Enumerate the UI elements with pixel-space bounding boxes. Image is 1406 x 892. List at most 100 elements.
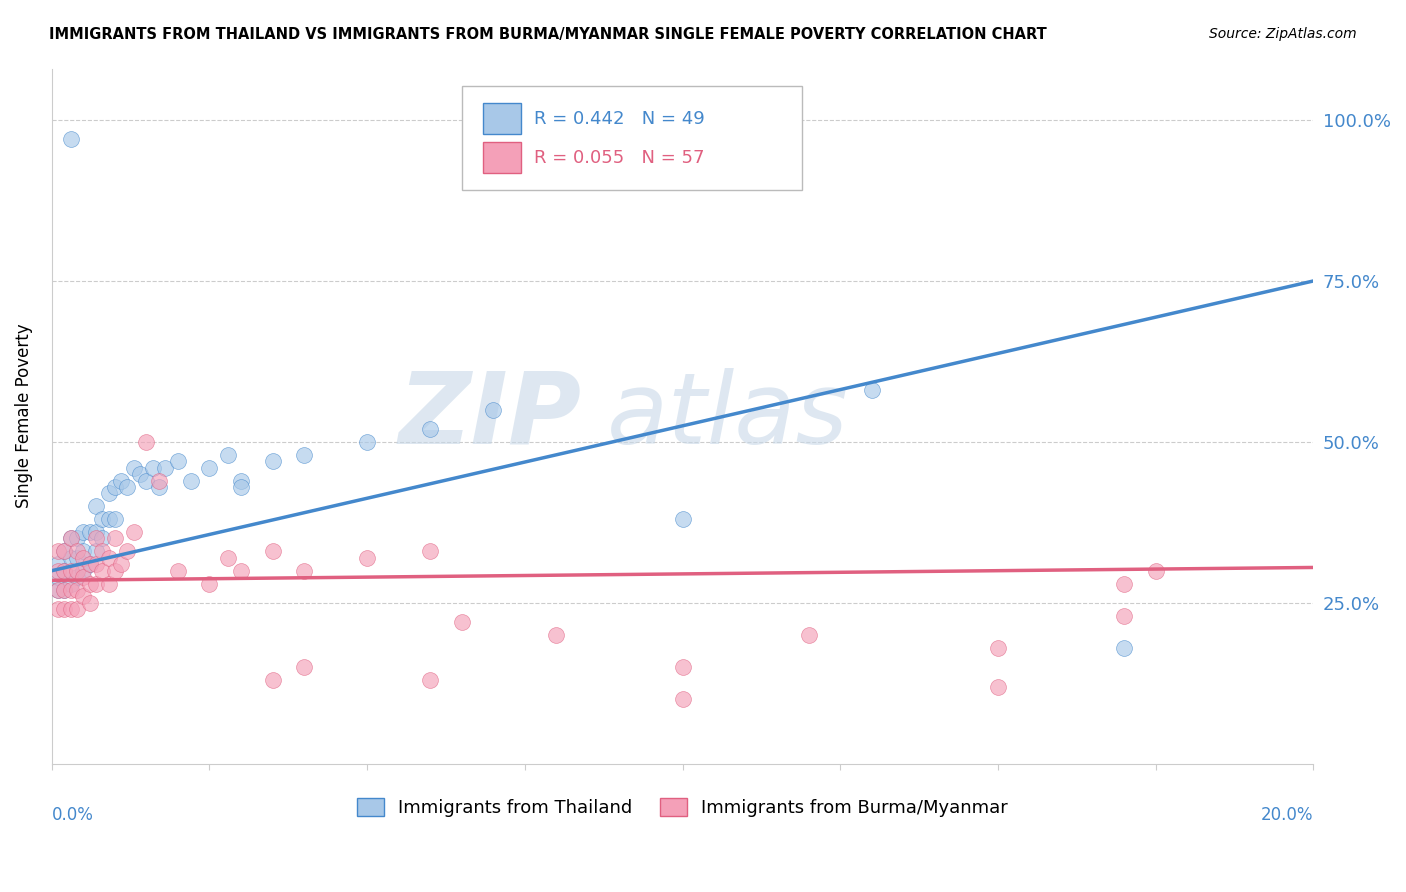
Point <box>79 558 101 572</box>
Point <box>53 602 76 616</box>
Point <box>66 570 89 584</box>
Point <box>97 512 120 526</box>
Point <box>104 532 127 546</box>
Point <box>482 402 505 417</box>
Point <box>797 628 820 642</box>
Point <box>110 558 132 572</box>
Point <box>84 524 107 539</box>
Point <box>229 474 252 488</box>
Point <box>79 576 101 591</box>
Point <box>66 582 89 597</box>
FancyBboxPatch shape <box>484 142 522 173</box>
Point <box>59 132 82 146</box>
Point <box>292 448 315 462</box>
Point <box>860 384 883 398</box>
Text: Source: ZipAtlas.com: Source: ZipAtlas.com <box>1209 27 1357 41</box>
Point <box>671 692 693 706</box>
Point <box>91 564 114 578</box>
Point <box>987 680 1010 694</box>
Text: R = 0.055   N = 57: R = 0.055 N = 57 <box>534 149 704 167</box>
Point <box>72 564 94 578</box>
Point <box>104 564 127 578</box>
Point <box>142 460 165 475</box>
Point <box>180 474 202 488</box>
Point <box>1112 640 1135 655</box>
Point <box>66 550 89 565</box>
Point <box>84 500 107 514</box>
Point <box>97 550 120 565</box>
Point <box>91 544 114 558</box>
Point <box>129 467 152 482</box>
Point <box>229 480 252 494</box>
Point <box>167 564 190 578</box>
Point <box>1112 576 1135 591</box>
Point <box>53 582 76 597</box>
Point <box>91 512 114 526</box>
Point <box>104 512 127 526</box>
Point <box>79 558 101 572</box>
Text: R = 0.442   N = 49: R = 0.442 N = 49 <box>534 110 704 128</box>
Point <box>97 486 120 500</box>
Point <box>59 564 82 578</box>
Point <box>66 564 89 578</box>
Point <box>72 590 94 604</box>
Text: IMMIGRANTS FROM THAILAND VS IMMIGRANTS FROM BURMA/MYANMAR SINGLE FEMALE POVERTY : IMMIGRANTS FROM THAILAND VS IMMIGRANTS F… <box>49 27 1047 42</box>
Point <box>59 532 82 546</box>
Point <box>79 596 101 610</box>
Point <box>135 434 157 449</box>
Point <box>72 550 94 565</box>
FancyBboxPatch shape <box>461 86 803 190</box>
Point <box>148 474 170 488</box>
Point <box>91 532 114 546</box>
Point <box>198 460 221 475</box>
Point <box>46 582 69 597</box>
Point <box>155 460 177 475</box>
Point <box>84 558 107 572</box>
Text: ZIP: ZIP <box>398 368 582 465</box>
Point <box>59 532 82 546</box>
Point <box>79 524 101 539</box>
Point <box>53 564 76 578</box>
Point <box>217 550 239 565</box>
Point <box>46 544 69 558</box>
Point <box>122 524 145 539</box>
Point <box>198 576 221 591</box>
Point <box>546 628 568 642</box>
Point <box>46 602 69 616</box>
Point <box>66 544 89 558</box>
Point <box>419 422 441 436</box>
Point <box>117 480 139 494</box>
Point <box>292 660 315 674</box>
Point <box>66 602 89 616</box>
Point <box>450 615 472 630</box>
Point <box>104 480 127 494</box>
Point <box>59 576 82 591</box>
Point <box>84 532 107 546</box>
Point <box>356 550 378 565</box>
Point <box>262 673 284 687</box>
Point <box>72 544 94 558</box>
Point <box>1112 608 1135 623</box>
FancyBboxPatch shape <box>484 103 522 134</box>
Point <box>148 480 170 494</box>
Text: atlas: atlas <box>607 368 848 465</box>
Point <box>46 564 69 578</box>
Point <box>356 434 378 449</box>
Point <box>72 524 94 539</box>
Point <box>671 512 693 526</box>
Point <box>53 564 76 578</box>
Point <box>117 544 139 558</box>
Point <box>419 673 441 687</box>
Point <box>84 576 107 591</box>
Point <box>84 544 107 558</box>
Point <box>110 474 132 488</box>
Point <box>135 474 157 488</box>
Point <box>122 460 145 475</box>
Point <box>59 550 82 565</box>
Point <box>229 564 252 578</box>
Point <box>419 544 441 558</box>
Point <box>167 454 190 468</box>
Point <box>671 660 693 674</box>
Point <box>292 564 315 578</box>
Point <box>262 544 284 558</box>
